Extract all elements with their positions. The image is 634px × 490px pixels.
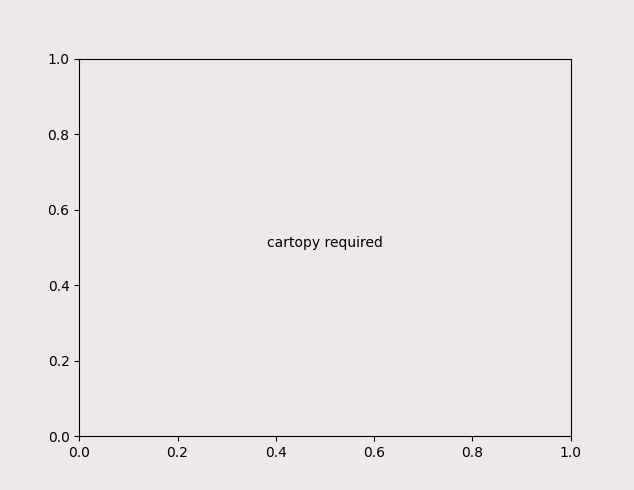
- Text: cartopy required: cartopy required: [267, 237, 383, 250]
